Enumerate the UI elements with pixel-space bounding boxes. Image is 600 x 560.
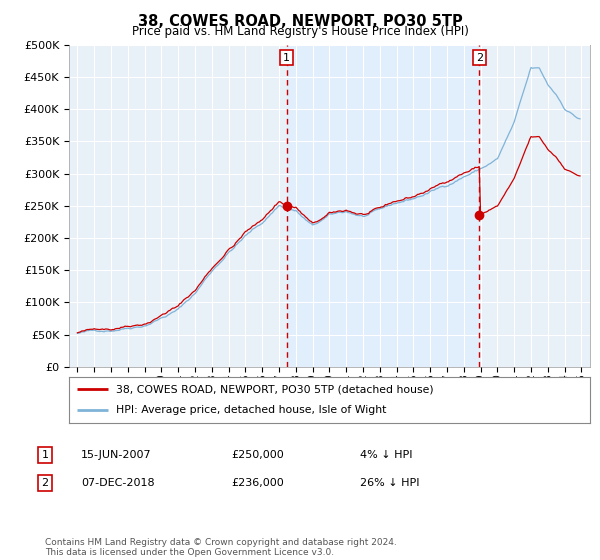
Text: 26% ↓ HPI: 26% ↓ HPI <box>360 478 419 488</box>
Text: HPI: Average price, detached house, Isle of Wight: HPI: Average price, detached house, Isle… <box>116 405 386 416</box>
Bar <box>287 45 479 367</box>
Text: 38, COWES ROAD, NEWPORT, PO30 5TP (detached house): 38, COWES ROAD, NEWPORT, PO30 5TP (detac… <box>116 384 433 394</box>
Text: 2: 2 <box>41 478 49 488</box>
Text: 1: 1 <box>41 450 49 460</box>
Text: 15-JUN-2007: 15-JUN-2007 <box>81 450 152 460</box>
Text: Contains HM Land Registry data © Crown copyright and database right 2024.
This d: Contains HM Land Registry data © Crown c… <box>45 538 397 557</box>
Text: 1: 1 <box>283 53 290 63</box>
Text: 38, COWES ROAD, NEWPORT, PO30 5TP: 38, COWES ROAD, NEWPORT, PO30 5TP <box>137 14 463 29</box>
Text: 2: 2 <box>476 53 483 63</box>
Text: 4% ↓ HPI: 4% ↓ HPI <box>360 450 413 460</box>
Text: 07-DEC-2018: 07-DEC-2018 <box>81 478 155 488</box>
Text: Price paid vs. HM Land Registry's House Price Index (HPI): Price paid vs. HM Land Registry's House … <box>131 25 469 38</box>
Text: £250,000: £250,000 <box>231 450 284 460</box>
Text: £236,000: £236,000 <box>231 478 284 488</box>
